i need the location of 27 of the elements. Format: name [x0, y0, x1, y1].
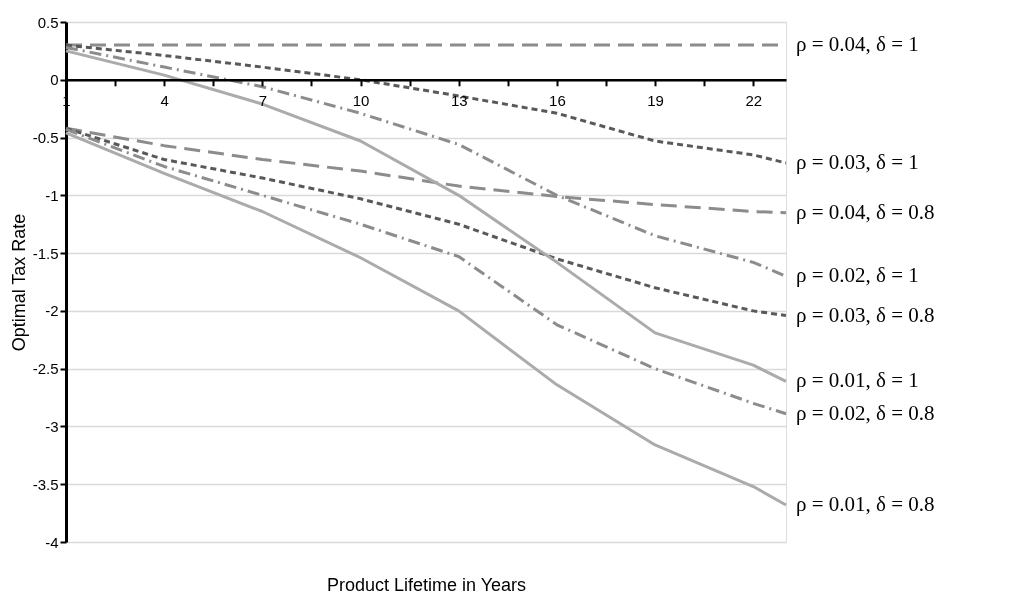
x-tick-label: 7 [258, 92, 268, 110]
y-tick-label: -1.5 [32, 244, 59, 262]
x-axis-title: Product Lifetime in Years [326, 574, 527, 593]
x-tick-label: 13 [450, 92, 468, 110]
series-label: ρ = 0.01, δ = 1 [796, 368, 919, 393]
series-label: ρ = 0.02, δ = 0.8 [796, 400, 935, 425]
x-tick-label: 4 [160, 92, 169, 110]
y-tick-label: -2 [45, 302, 59, 320]
y-axis-title: Optimal Tax Rate [8, 213, 29, 352]
y-tick-label: -4 [45, 533, 59, 551]
x-tick-label: 22 [745, 92, 763, 110]
y-tick-label: 0.5 [37, 13, 59, 31]
y-tick-label: -0.5 [32, 129, 59, 147]
x-tick-label: 10 [352, 92, 370, 110]
y-tick-label: -1 [45, 186, 59, 204]
series-label: ρ = 0.03, δ = 0.8 [796, 302, 935, 327]
y-tick-label: -2.5 [32, 360, 59, 378]
x-tick-label: 19 [647, 92, 664, 110]
y-tick-label: -3.5 [32, 475, 59, 493]
series-label: ρ = 0.02, δ = 1 [796, 263, 919, 288]
series-label: ρ = 0.01, δ = 0.8 [796, 492, 935, 517]
series-label: ρ = 0.04, δ = 0.8 [796, 199, 935, 224]
y-tick-label: 0 [50, 71, 59, 89]
series-label: ρ = 0.04, δ = 1 [796, 32, 919, 57]
y-tick-label: -3 [45, 417, 59, 435]
series-label: ρ = 0.03, δ = 1 [796, 149, 919, 174]
x-tick-label: 16 [549, 92, 566, 110]
